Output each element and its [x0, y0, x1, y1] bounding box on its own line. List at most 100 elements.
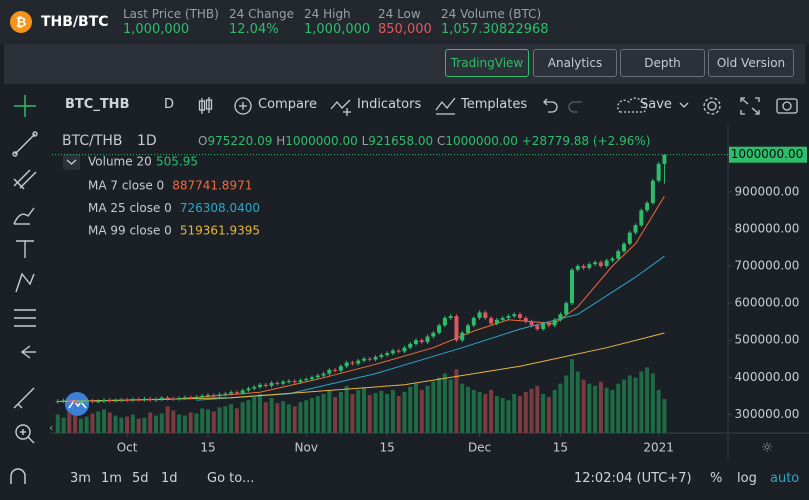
range[interactable]: 3m: [70, 471, 91, 486]
auto-toggle[interactable]: auto: [770, 471, 800, 486]
tab[interactable]: Depth: [620, 49, 705, 77]
chart-interval: 1D: [137, 133, 157, 149]
volume-bar: [258, 393, 262, 433]
candle-body: [442, 317, 447, 326]
candle-body: [333, 369, 338, 371]
logo-mark: [68, 399, 87, 409]
chart-title: BTC/THB: [62, 133, 123, 149]
candle-body: [136, 399, 141, 401]
volume-bar: [73, 415, 78, 433]
candle-body: [252, 386, 257, 389]
x-tick-label: Oct: [117, 441, 138, 455]
volume-bar: [622, 379, 626, 433]
volume-bar: [460, 383, 465, 433]
goto[interactable]: Go to...: [207, 471, 255, 486]
stat-label: 24 Change: [229, 7, 295, 21]
volume-bar: [379, 390, 384, 433]
scroll-icon[interactable]: ‹: [49, 421, 53, 434]
volume-bar: [419, 389, 424, 433]
volume-bar: [292, 406, 297, 433]
candle-body: [310, 377, 314, 380]
candle-body: [598, 262, 603, 267]
candle-body: [78, 401, 83, 403]
drawing-tools: [12, 131, 38, 444]
candle-body: [466, 325, 470, 333]
stat-value: 1,000,000: [304, 22, 371, 37]
range[interactable]: 1m: [101, 471, 122, 486]
ohlc-legend: O975220.09 H1000000.00 L921658.00 C10000…: [198, 134, 650, 148]
candle-body: [223, 393, 228, 395]
ohlc-key: H: [276, 134, 285, 148]
ma-legend-value: 726308.0400: [180, 201, 260, 215]
volume-bar: [639, 371, 644, 433]
candle-body: [55, 401, 60, 403]
volume-bar: [477, 391, 482, 433]
volume-bar: [570, 359, 574, 433]
candle-body: [200, 395, 205, 398]
compare[interactable]: Compare: [258, 97, 317, 112]
candle-body: [367, 358, 372, 360]
volume-bar: [627, 375, 632, 433]
candle-body: [234, 392, 239, 394]
indicators[interactable]: Indicators: [357, 97, 422, 112]
ohlc-value: 1000000.00: [285, 134, 358, 148]
candle-body: [61, 400, 66, 402]
volume-bar: [217, 407, 222, 433]
candle-body: [570, 269, 574, 304]
log-toggle[interactable]: log: [737, 471, 757, 486]
symbol[interactable]: BTC_THB: [65, 97, 130, 112]
volume-bar: [154, 415, 158, 433]
volume-bar: [96, 411, 101, 433]
tab[interactable]: TradingView: [445, 49, 529, 77]
candle-body: [159, 397, 164, 400]
volume-bar: [593, 385, 598, 433]
volume-bar: [130, 414, 135, 433]
volume-bar: [512, 393, 517, 433]
volume-legend-name: Volume 20: [88, 155, 152, 169]
stat-value: 1,057.30822968: [441, 22, 549, 37]
settings-icon[interactable]: ☼: [761, 440, 774, 456]
candle-body: [350, 362, 355, 364]
range[interactable]: 1d: [161, 471, 178, 486]
candle-body: [408, 343, 413, 348]
save[interactable]: Save: [640, 97, 672, 112]
volume-bar: [650, 373, 655, 433]
stat-value: 1,000,000: [123, 22, 190, 37]
tab[interactable]: Old Version: [708, 49, 794, 77]
candle-body: [414, 340, 418, 344]
candle-body: [281, 381, 286, 384]
volume-bar: [598, 381, 603, 433]
candle-body: [182, 397, 187, 399]
candle-body: [130, 399, 135, 401]
volume-bar: [575, 371, 580, 433]
stat: 24 Volume (BTC) 1,057.30822968: [441, 7, 549, 37]
toolbar-icons: [14, 95, 798, 117]
y-tick-label: 400000.00: [735, 370, 800, 384]
candle-body: [610, 258, 615, 261]
x-tick-label: 15: [379, 441, 394, 455]
volume-bar: [454, 369, 459, 433]
pair: THB/BTC: [41, 14, 109, 30]
volume-bar: [234, 408, 239, 433]
tab[interactable]: Analytics: [533, 49, 617, 77]
volume-bar: [500, 398, 505, 433]
ohlc-value: 1000000.00: [445, 134, 518, 148]
templates[interactable]: Templates: [461, 97, 528, 112]
candle-body: [431, 332, 436, 337]
candle-body: [448, 316, 453, 318]
candle-body: [471, 317, 476, 326]
candle-body: [356, 360, 361, 364]
candle-body: [523, 317, 528, 322]
last-price-tag: [729, 146, 807, 163]
volume-bar: [390, 389, 395, 433]
candle-body: [454, 316, 459, 341]
volume-bar: [275, 403, 280, 433]
legend-toggle[interactable]: [63, 154, 80, 170]
interval[interactable]: D: [164, 97, 175, 112]
volume-bar: [587, 383, 592, 433]
volume-bar: [385, 393, 390, 433]
candle-body: [246, 388, 251, 391]
percent-toggle[interactable]: %: [710, 471, 723, 486]
range[interactable]: 5d: [132, 471, 149, 486]
